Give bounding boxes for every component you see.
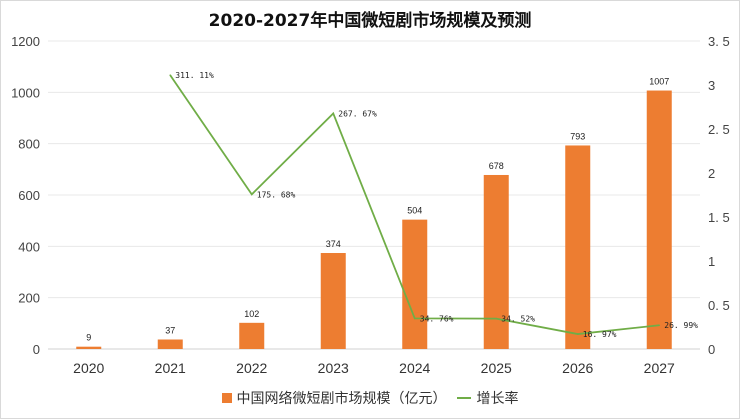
y-left-tick-label: 800 — [18, 137, 40, 152]
bar-data-label: 504 — [407, 206, 422, 216]
x-tick-label: 2020 — [73, 360, 104, 376]
x-tick-label: 2021 — [155, 360, 186, 376]
bar-data-label: 102 — [244, 309, 259, 319]
bar — [402, 219, 428, 349]
bar-data-label: 678 — [489, 161, 504, 171]
y-left-tick-label: 600 — [18, 188, 40, 203]
y-left-tick-label: 1000 — [11, 85, 40, 100]
growth-rate-point — [495, 317, 498, 320]
y-right-tick-label: 3 — [708, 78, 715, 93]
x-tick-label: 2024 — [399, 360, 430, 376]
line-data-label: 26. 99% — [664, 321, 698, 330]
legend-bar-label: 中国网络微短剧市场规模（亿元） — [236, 391, 447, 407]
growth-rate-point — [250, 193, 253, 196]
line-data-labels: 311. 11% 175. 68% 267. 67% 34. 76% 34. 52% 16… — [175, 71, 698, 339]
growth-rate-point — [332, 112, 335, 115]
line-series — [169, 74, 661, 335]
y-right-tick-label: 3. 5 — [708, 34, 730, 49]
bar — [565, 145, 591, 349]
bar — [157, 339, 183, 349]
x-tick-label: 2025 — [481, 360, 512, 376]
line-data-label: 34. 52% — [501, 315, 535, 324]
bar — [239, 322, 265, 349]
y-right-tick-label: 1. 5 — [708, 210, 730, 225]
bar — [646, 90, 672, 349]
bar-data-label: 1007 — [649, 77, 669, 87]
line-data-label: 175. 68% — [257, 190, 296, 199]
growth-rate-point — [576, 333, 579, 335]
y-right-tick-label: 2 — [708, 166, 715, 181]
y-right-tick-label: 2. 5 — [708, 122, 730, 137]
x-tick-label: 2022 — [236, 360, 267, 376]
gridlines — [48, 40, 700, 350]
y-left-tick-label: 0 — [33, 342, 40, 357]
left-axis-ticks: 0 200 400 600 800 1000 1200 — [11, 34, 40, 357]
growth-rate-point — [658, 324, 661, 327]
y-left-tick-label: 400 — [18, 239, 40, 254]
line-data-label: 267. 67% — [338, 109, 377, 118]
bar-data-label: 374 — [326, 239, 341, 249]
legend-line-swatch — [456, 397, 471, 399]
y-right-tick-label: 0. 5 — [708, 298, 730, 313]
x-axis-ticks: 2020 2021 2022 2023 2024 2025 2026 2027 — [73, 360, 675, 376]
bar-data-labels: 9 37 102 374 504 678 793 1007 — [86, 77, 669, 343]
growth-rate-point — [169, 74, 172, 77]
right-axis-ticks: 0 0. 5 1 1. 5 2 2. 5 3 3. 5 — [708, 34, 730, 357]
x-tick-label: 2027 — [644, 360, 675, 376]
bar-data-label: 37 — [165, 326, 175, 336]
chart-title: 2020-2027年中国微短剧市场规模及预测 — [208, 11, 532, 31]
legend-bar-swatch — [221, 393, 232, 403]
x-tick-label: 2026 — [562, 360, 593, 376]
y-left-tick-label: 1200 — [11, 34, 40, 49]
y-right-tick-label: 1 — [708, 254, 715, 269]
line-data-label: 34. 76% — [420, 314, 454, 323]
legend-line-label: 增长率 — [476, 391, 519, 407]
y-left-tick-label: 200 — [18, 291, 40, 306]
legend: 中国网络微短剧市场规模（亿元） 增长率 — [0, 388, 740, 408]
x-tick-label: 2023 — [318, 360, 349, 376]
line-data-label: 16. 97% — [583, 330, 617, 339]
bar-series — [76, 90, 672, 349]
line-data-label: 311. 11% — [175, 71, 214, 80]
growth-rate-point — [413, 317, 416, 320]
y-right-tick-label: 0 — [708, 342, 715, 357]
bar — [320, 253, 346, 349]
bar-data-label: 9 — [86, 333, 91, 343]
bar — [76, 346, 102, 349]
bar-data-label: 793 — [570, 131, 585, 141]
